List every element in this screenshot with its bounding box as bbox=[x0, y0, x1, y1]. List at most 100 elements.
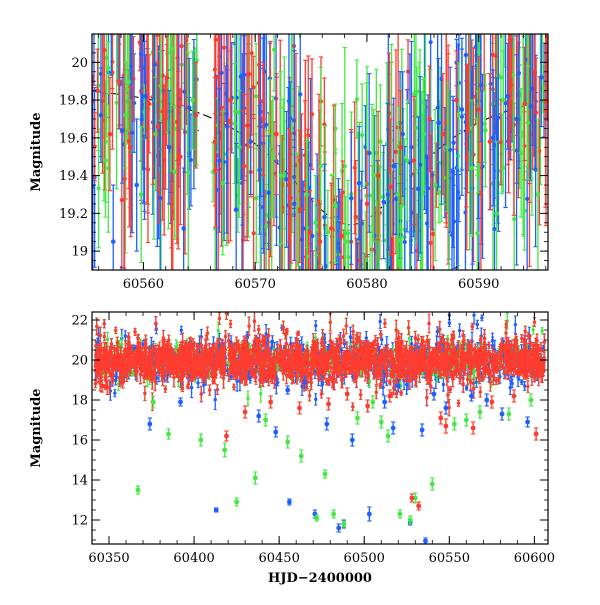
bottom-red-point bbox=[449, 387, 452, 393]
bottom-x-axis-label: HJD−2400000 bbox=[268, 571, 372, 586]
bottom-blue-outlier bbox=[525, 417, 530, 427]
bottom-red-point bbox=[208, 385, 211, 395]
bottom-blue-outlier bbox=[324, 418, 329, 430]
bottom-blue-outlier bbox=[444, 402, 449, 414]
bottom-red-point bbox=[133, 328, 136, 335]
bottom-green-outlier bbox=[299, 450, 304, 462]
bottom-red-point bbox=[225, 307, 228, 319]
bottom-green-outlier bbox=[370, 396, 375, 408]
bottom-blue-point bbox=[472, 306, 475, 324]
bottom-blue-point bbox=[124, 331, 127, 341]
bottom-red-outlier bbox=[534, 428, 539, 440]
bottom-red-outlier bbox=[409, 494, 414, 502]
bottom-red-point bbox=[164, 386, 167, 392]
bottom-green-outlier bbox=[529, 394, 534, 406]
bottom-green-point bbox=[246, 391, 249, 406]
bottom-green-outlier bbox=[166, 429, 171, 439]
bottom-xtick-label: 60600 bbox=[514, 551, 555, 566]
bottom-red-outlier bbox=[438, 412, 443, 424]
bottom-green-outlier bbox=[355, 412, 360, 424]
bottom-red-point bbox=[359, 390, 362, 400]
bottom-red-outlier bbox=[297, 402, 302, 414]
bottom-ytick-label: 16 bbox=[71, 434, 88, 449]
bottom-red-outlier bbox=[243, 406, 248, 418]
bottom-blue-point bbox=[113, 390, 116, 397]
bottom-blue-outlier bbox=[367, 507, 372, 521]
bottom-blue-point bbox=[314, 394, 317, 405]
bottom-blue-point bbox=[520, 380, 523, 385]
top-xtick-label: 60570 bbox=[234, 277, 275, 292]
bottom-red-point bbox=[257, 326, 260, 334]
bottom-blue-outlier bbox=[423, 538, 428, 544]
bottom-red-point bbox=[253, 311, 256, 331]
bottom-blue-point bbox=[465, 386, 468, 390]
bottom-red-point bbox=[224, 331, 227, 343]
bottom-red-outlier bbox=[224, 431, 229, 441]
bottom-green-outlier bbox=[341, 521, 346, 527]
bottom-red-point bbox=[216, 385, 219, 395]
bottom-xtick-label: 60500 bbox=[344, 551, 385, 566]
bottom-blue-point bbox=[214, 390, 217, 410]
bottom-ytick-label: 20 bbox=[71, 354, 88, 369]
bottom-red-point bbox=[383, 319, 386, 327]
bottom-y-axis-label: Magnitude bbox=[29, 388, 44, 467]
bottom-green-outlier bbox=[198, 434, 203, 446]
bottom-red-point bbox=[229, 320, 232, 327]
bottom-green-outlier bbox=[331, 510, 336, 518]
bottom-blue-outlier bbox=[287, 499, 292, 505]
bottom-red-point bbox=[351, 403, 354, 411]
bottom-blue-point bbox=[314, 321, 317, 331]
top-xtick-label: 60590 bbox=[458, 277, 499, 292]
bottom-xtick-label: 60550 bbox=[429, 551, 470, 566]
bottom-red-point bbox=[379, 383, 382, 388]
bottom-green-outlier bbox=[323, 470, 328, 478]
bottom-red-point bbox=[112, 346, 115, 352]
bottom-ytick-label: 12 bbox=[71, 514, 88, 529]
bottom-green-outlier bbox=[263, 414, 268, 426]
bottom-red-point bbox=[103, 320, 106, 328]
bottom-blue-outlier bbox=[350, 434, 355, 446]
bottom-blue-outlier bbox=[273, 427, 278, 437]
bottom-red-outlier bbox=[512, 390, 517, 402]
bottom-red-point bbox=[232, 384, 235, 390]
bottom-green-outlier bbox=[452, 418, 457, 430]
bottom-green-outlier bbox=[285, 436, 290, 448]
bottom-green-point bbox=[259, 385, 262, 402]
bottom-red-outlier bbox=[365, 400, 370, 412]
bottom-red-point bbox=[427, 314, 430, 333]
bottom-red-outlier bbox=[444, 419, 449, 433]
bottom-blue-outlier bbox=[420, 424, 425, 436]
bottom-red-outlier bbox=[268, 396, 273, 408]
bottom-blue-point bbox=[476, 320, 479, 328]
bottom-xtick-label: 60450 bbox=[258, 551, 299, 566]
bottom-red-point bbox=[127, 333, 130, 341]
top-ytick-label: 19.4 bbox=[59, 169, 88, 184]
bottom-blue-point bbox=[442, 378, 445, 391]
bottom-green-outlier bbox=[136, 486, 141, 494]
bottom-red-outlier bbox=[471, 422, 476, 434]
bottom-ytick-label: 18 bbox=[71, 394, 88, 409]
bottom-red-point bbox=[425, 390, 428, 406]
bottom-green-outlier bbox=[506, 408, 511, 420]
bottom-ytick-label: 22 bbox=[71, 314, 88, 329]
bottom-plot-area bbox=[94, 306, 546, 544]
bottom-blue-outlier bbox=[432, 388, 437, 400]
bottom-green-outlier bbox=[478, 406, 483, 418]
bottom-green-outlier bbox=[253, 472, 258, 484]
top-ytick-label: 20 bbox=[71, 56, 88, 71]
bottom-green-outlier bbox=[222, 443, 227, 457]
bottom-green-outlier bbox=[386, 430, 391, 442]
bottom-green-outlier bbox=[430, 478, 435, 490]
bottom-blue-outlier bbox=[382, 396, 387, 408]
bottom-red-point bbox=[308, 391, 311, 401]
bottom-blue-outlier bbox=[214, 508, 219, 513]
bottom-green-outlier bbox=[379, 416, 384, 428]
bottom-red-point bbox=[103, 333, 106, 340]
bottom-blue-point bbox=[523, 382, 526, 391]
bottom-red-point bbox=[487, 342, 490, 348]
bottom-red-point bbox=[414, 331, 417, 344]
bottom-red-point bbox=[200, 386, 203, 401]
